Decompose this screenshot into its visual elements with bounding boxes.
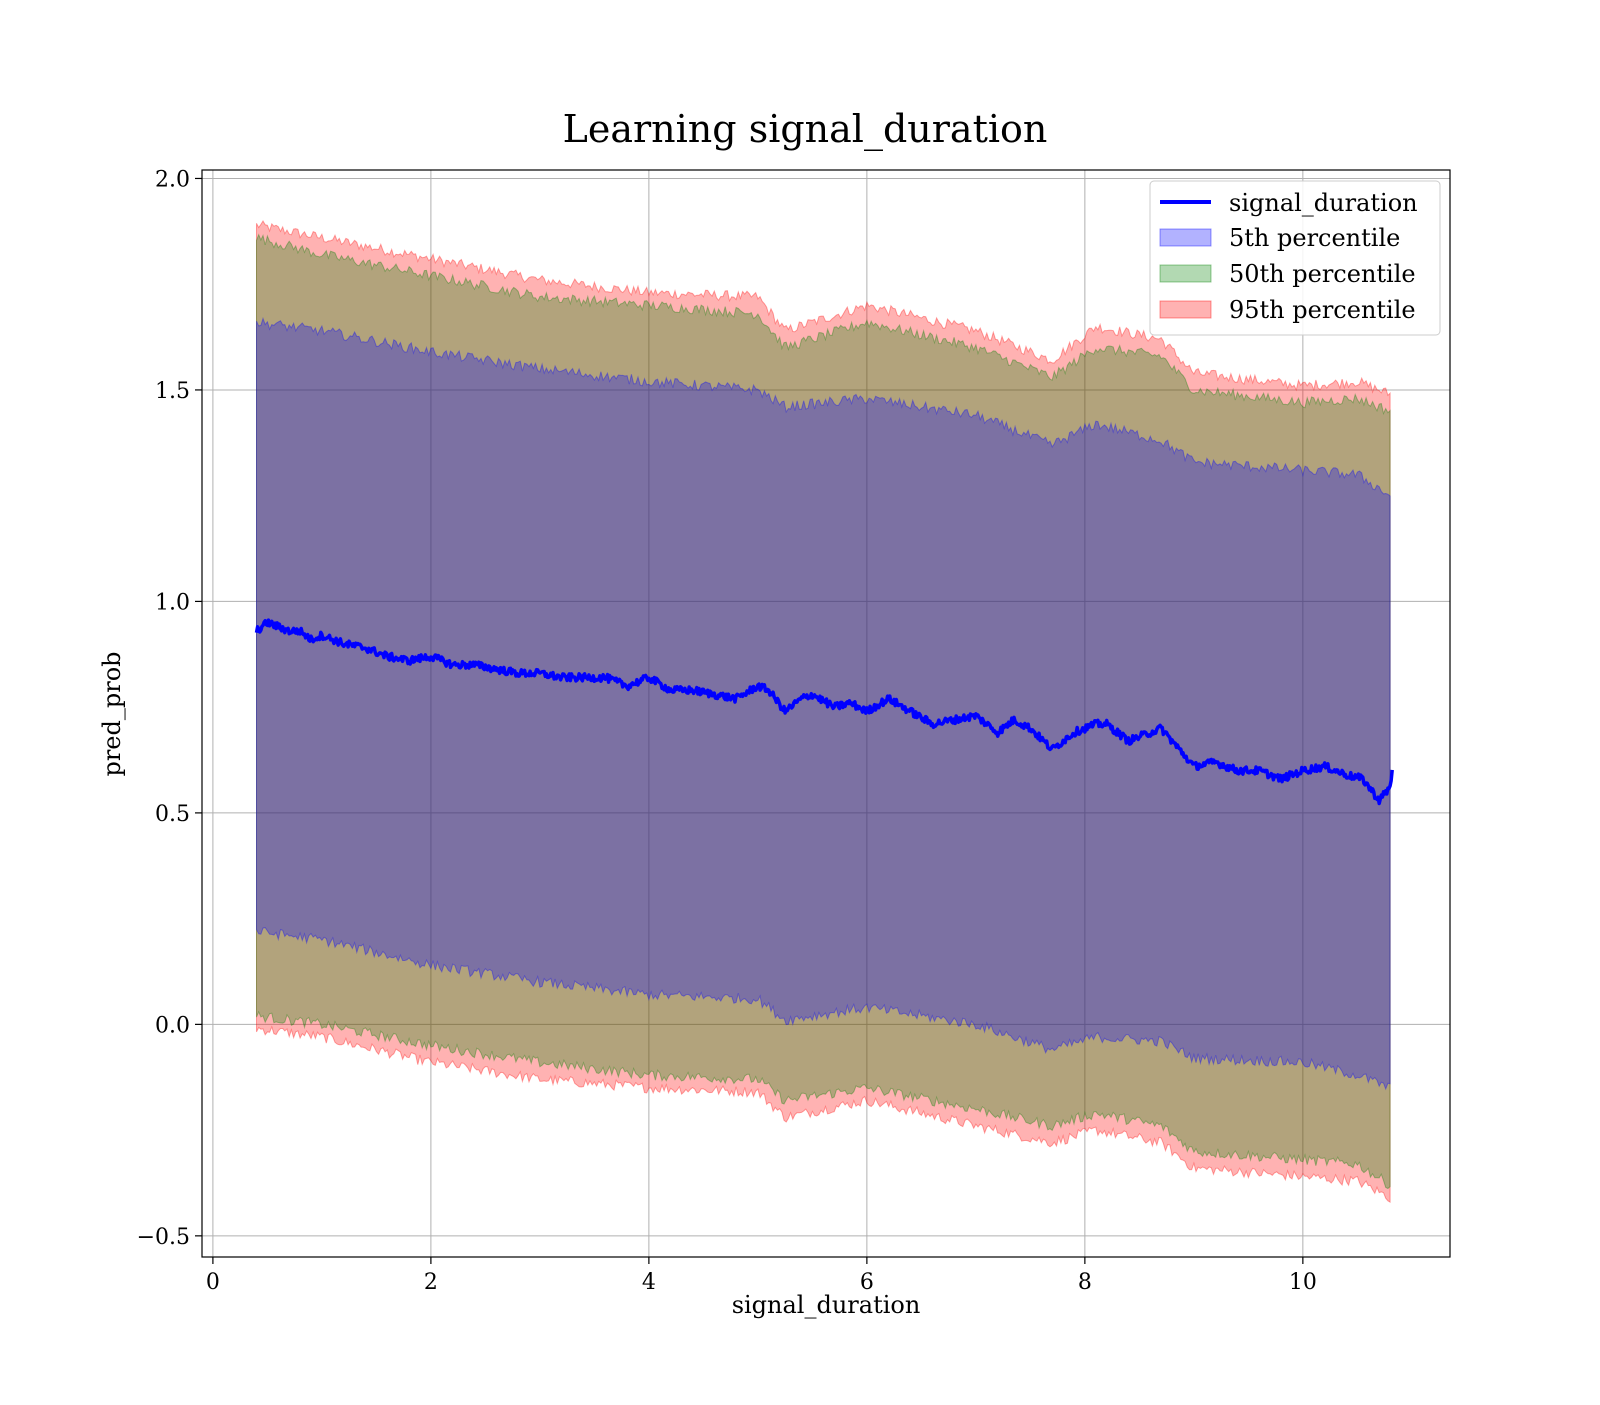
y-tick-label-3: 1.0 [155,590,190,615]
grid-layer [202,170,1450,1257]
x-tick-label-1: 2 [424,1270,438,1295]
y-tick-label-5: 2.0 [155,167,190,192]
band-50th-percentile [256,233,1391,1190]
x-tick-label-3: 6 [860,1270,874,1295]
x-axis-label: signal_duration [732,1291,921,1319]
legend-entry-50th-percentile: 50th percentile [1229,260,1416,288]
plot-frame [201,169,1451,1258]
band-layer [256,220,1391,1203]
x-tick-label-4: 8 [1078,1270,1092,1295]
y-tick-label-1: 0.0 [155,1013,190,1038]
legend-swatch-95th [1159,300,1212,319]
legend: signal_duration 5th percentile 50th perc… [1149,180,1441,336]
legend-swatch-50th [1159,264,1212,283]
x-tick-label-2: 4 [642,1270,656,1295]
y-tick-label-2: 0.5 [155,802,190,827]
y-tick-label-4: 1.5 [155,379,190,404]
legend-entry-5th-percentile: 5th percentile [1229,224,1400,252]
series-line-signal-duration [254,618,1394,806]
legend-entry-95th-percentile: 95th percentile [1229,296,1416,324]
y-axis-label: pred_prob [98,651,126,776]
y-tick-label-0: −0.5 [137,1225,190,1250]
x-tick-label-5: 10 [1289,1270,1317,1295]
x-axis-ticks: 0 2 4 6 8 10 [206,1257,1317,1295]
band-95th-percentile [256,220,1391,1203]
y-axis-ticks: −0.5 0.0 0.5 1.0 1.5 2.0 [137,167,202,1250]
chart-title: Learning signal_duration [563,107,1048,152]
band-5th-percentile [256,316,1391,1091]
legend-entry-signal-duration: signal_duration [1229,189,1418,217]
line-layer [254,618,1394,806]
legend-box [1149,180,1441,336]
x-tick-label-0: 0 [206,1270,220,1295]
legend-swatch-5th [1159,228,1212,247]
plot-background [202,170,1450,1257]
